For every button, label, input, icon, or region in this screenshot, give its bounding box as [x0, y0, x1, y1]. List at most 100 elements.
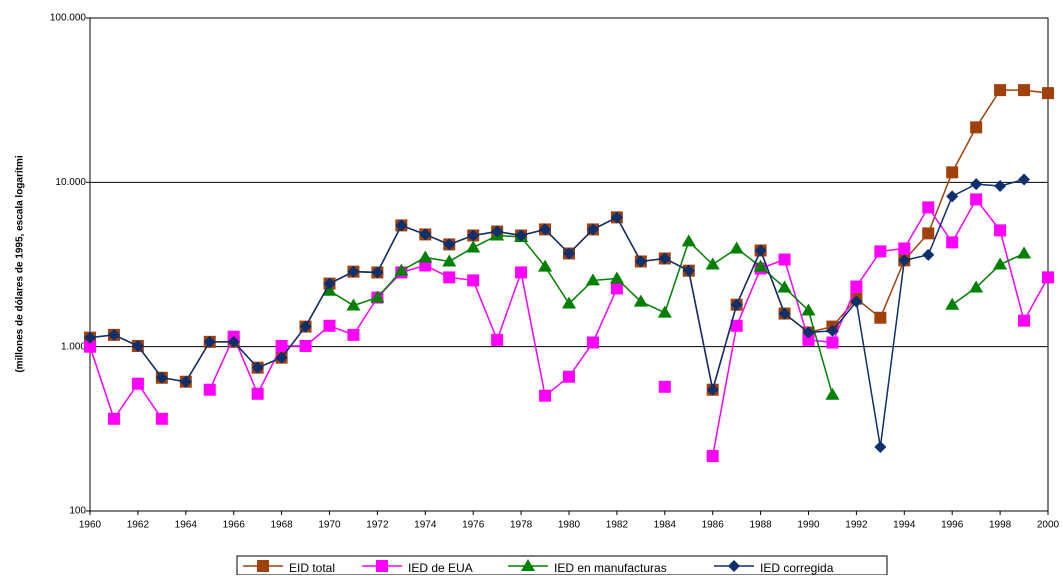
data-point [275, 339, 288, 352]
y-tick-label: 100.000 [50, 13, 87, 24]
x-tick-label: 1972 [366, 520, 389, 531]
data-point [922, 227, 935, 240]
data-point [802, 326, 815, 339]
data-point [1017, 246, 1032, 259]
data-point [346, 298, 361, 311]
x-tick-label: 1976 [462, 520, 485, 531]
data-point [682, 264, 695, 277]
x-tick-label: 1982 [606, 520, 629, 531]
data-point [610, 211, 623, 224]
x-tick-label: 1998 [989, 520, 1012, 531]
data-point [131, 377, 144, 390]
data-point [970, 178, 983, 191]
x-tick-label: 1964 [175, 520, 198, 531]
data-point [323, 319, 336, 332]
x-tick-label: 1962 [127, 520, 150, 531]
data-point [706, 383, 719, 396]
data-point [155, 371, 168, 384]
legend-label: IED en manufacturas [554, 561, 667, 575]
data-point [203, 335, 216, 348]
y-tick-label: 100 [69, 506, 86, 517]
data-point [729, 241, 744, 254]
data-point [778, 253, 791, 266]
data-point [539, 389, 552, 402]
legend-label: IED corregida [760, 561, 834, 575]
data-point [466, 240, 481, 253]
data-point [155, 412, 168, 425]
data-point [203, 383, 216, 396]
data-point [394, 263, 409, 276]
data-point [633, 294, 648, 307]
data-point [1018, 84, 1031, 97]
data-point [970, 193, 983, 206]
data-point [322, 283, 337, 296]
data-point [179, 375, 192, 388]
data-point [850, 280, 863, 293]
data-point [898, 242, 911, 255]
data-point [467, 229, 480, 242]
data-point [681, 234, 696, 247]
data-point [538, 259, 553, 272]
data-point [251, 361, 264, 374]
x-tick-label: 1960 [79, 520, 102, 531]
data-point [658, 252, 671, 265]
data-point [371, 266, 384, 279]
legend-marker [728, 560, 740, 572]
x-tick-label: 1966 [223, 520, 246, 531]
series-line [89, 178, 1025, 448]
x-tick-label: 1980 [558, 520, 581, 531]
data-point [107, 412, 120, 425]
y-tick-label: 10.000 [55, 177, 86, 188]
data-point [825, 387, 840, 400]
data-point [539, 223, 552, 236]
series-line [209, 264, 618, 398]
data-point [634, 255, 647, 268]
legend-label: EID total [289, 561, 335, 575]
data-point [706, 450, 719, 463]
data-point [84, 340, 96, 353]
data-point [1018, 314, 1031, 327]
data-point [922, 201, 935, 214]
data-point [753, 259, 768, 272]
data-point [730, 319, 743, 332]
data-point [754, 244, 767, 257]
data-point [946, 236, 959, 249]
data-point [898, 254, 911, 267]
data-point [730, 298, 743, 311]
data-point [993, 257, 1008, 270]
x-tick-label: 1988 [749, 520, 772, 531]
data-point [826, 336, 839, 349]
data-point [443, 271, 456, 284]
x-tick-label: 1984 [654, 520, 677, 531]
legend-label: IED de EUA [408, 561, 473, 575]
data-point [563, 247, 575, 260]
data-point [1042, 271, 1054, 284]
data-point [395, 219, 408, 232]
data-point [491, 333, 504, 346]
y-axis-label: (millones de dólares de 1995, escala log… [15, 155, 26, 373]
data-point [563, 370, 575, 383]
data-point [442, 254, 457, 267]
data-point [777, 280, 792, 293]
data-point [585, 273, 600, 286]
data-point [586, 336, 599, 349]
data-point [801, 303, 816, 316]
series-line [951, 252, 1025, 306]
data-point [946, 166, 959, 179]
data-point [84, 331, 96, 344]
data-point [419, 228, 432, 241]
data-point [275, 351, 288, 364]
data-point [347, 328, 360, 341]
data-point [107, 328, 120, 341]
data-point [370, 290, 385, 303]
y-tick-label: 1.000 [61, 341, 86, 352]
data-point [443, 238, 456, 251]
legend-marker [257, 560, 269, 572]
data-point [227, 335, 240, 348]
data-point [969, 280, 984, 293]
data-point [802, 333, 815, 346]
data-point [299, 320, 312, 333]
x-tick-label: 1986 [702, 520, 725, 531]
x-tick-label: 1968 [270, 520, 293, 531]
